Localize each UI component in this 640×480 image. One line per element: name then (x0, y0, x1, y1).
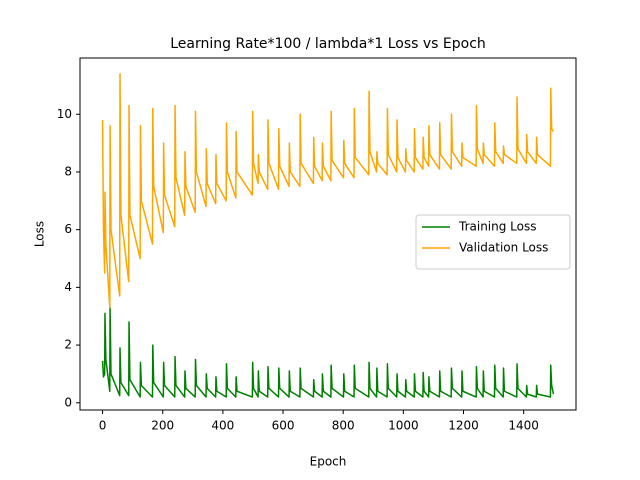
x-tick-label: 400 (211, 419, 234, 433)
line-series (101, 306, 555, 398)
line-series (101, 73, 555, 309)
x-tick-label: 1200 (448, 419, 479, 433)
y-tick-label: 10 (57, 107, 72, 121)
x-tick-label: 200 (151, 419, 174, 433)
legend-label: Validation Loss (459, 241, 548, 255)
legend-label: Training Loss (458, 220, 536, 234)
x-tick-label: 0 (99, 419, 107, 433)
x-tick-label: 1400 (508, 419, 539, 433)
y-tick-label: 0 (64, 395, 72, 409)
legend-box (415, 214, 571, 270)
x-tick-label: 600 (272, 419, 295, 433)
y-tick-label: 2 (64, 338, 72, 352)
y-axis-label: Loss (33, 221, 47, 247)
y-tick-label: 6 (64, 222, 72, 236)
y-tick-label: 8 (64, 164, 72, 178)
x-tick-label: 800 (332, 419, 355, 433)
axes-frame (79, 57, 577, 411)
chart-title: Learning Rate*100 / lambda*1 Loss vs Epo… (170, 36, 486, 52)
x-tick-label: 1000 (388, 419, 419, 433)
plot-area (101, 73, 555, 398)
y-tick-label: 4 (64, 280, 72, 294)
x-axis-label: Epoch (310, 455, 347, 469)
